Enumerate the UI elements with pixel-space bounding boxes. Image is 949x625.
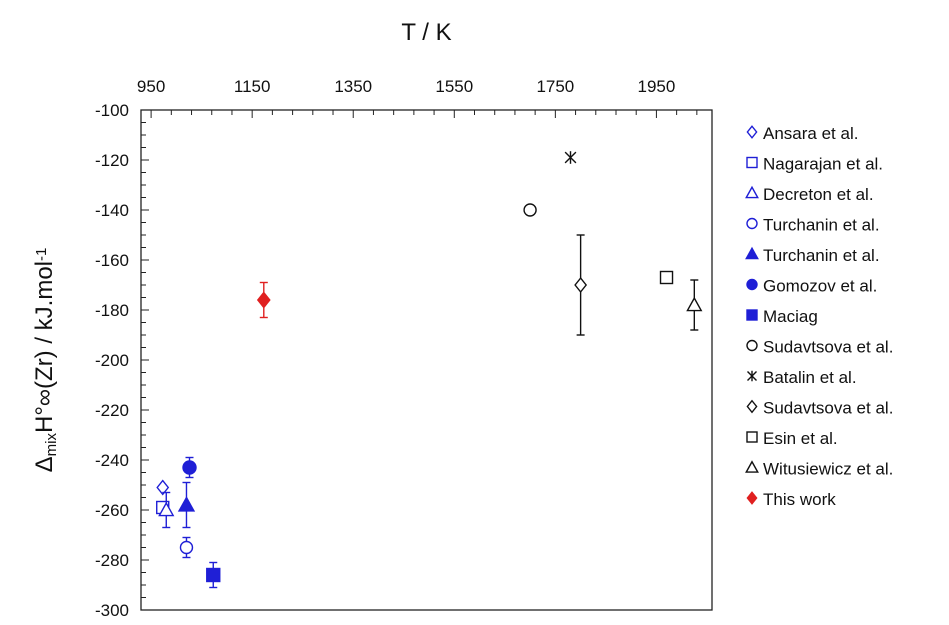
y-tick-label: -280 <box>95 551 129 570</box>
data-point <box>564 151 577 164</box>
x-tick-label: 1350 <box>334 77 372 96</box>
y-axis-ticks: -100 -120 -140 -160 -180 -200 -220 -240 -260 -280… <box>95 101 149 620</box>
y-tick-label: -260 <box>95 501 129 520</box>
legend-label: Sudavtsova et al. <box>763 399 893 418</box>
plot-area <box>140 109 713 611</box>
data-point <box>179 540 194 555</box>
legend-marker <box>747 370 757 382</box>
legend: Ansara et al. Nagarajan et al. Decreton et… <box>745 124 893 509</box>
legend-label: Turchanin et al. <box>763 246 880 265</box>
x-tick-label: 950 <box>137 77 165 96</box>
legend-item: Gomozov et al. <box>746 277 877 296</box>
data-point <box>177 496 196 512</box>
legend-label: Witusiewicz et al. <box>763 460 893 479</box>
legend-item: Decreton et al. <box>745 185 874 204</box>
y-tick-label: -300 <box>95 601 129 620</box>
x-axis-ticks: 950 1150 1350 1550 1750 1950 <box>137 77 698 118</box>
legend-label: This work <box>763 490 836 509</box>
legend-marker <box>746 491 758 505</box>
legend-marker <box>746 156 758 169</box>
legend-label: Decreton et al. <box>763 185 874 204</box>
legend-marker <box>746 339 758 352</box>
legend-item: Sudavtsova et al. <box>746 399 893 418</box>
legend-item: Sudavtsova et al. <box>746 338 893 357</box>
legend-label: Sudavtsova et al. <box>763 338 893 357</box>
legend-label: Turchanin et al. <box>763 216 880 235</box>
data-point <box>182 460 197 475</box>
legend-marker <box>746 278 758 291</box>
legend-marker <box>745 246 759 260</box>
y-tick-label: -240 <box>95 451 129 470</box>
y-tick-label: -220 <box>95 401 129 420</box>
y-tick-label: -140 <box>95 201 129 220</box>
data-point <box>523 203 537 217</box>
legend-marker <box>745 185 759 199</box>
y-tick-label: -120 <box>95 151 129 170</box>
legend-label: Nagarajan et al. <box>763 155 883 174</box>
legend-item: Turchanin et al. <box>746 216 880 235</box>
legend-item: Witusiewicz et al. <box>745 460 893 479</box>
x-tick-label: 1950 <box>638 77 676 96</box>
legend-marker <box>746 431 758 443</box>
y-axis-title: ΔmixH°∞(Zr) / kJ.mol-1 <box>31 248 60 473</box>
x-tick-label: 1150 <box>234 77 271 96</box>
legend-item: Turchanin et al. <box>745 246 880 265</box>
legend-marker <box>746 217 758 230</box>
legend-marker <box>746 399 758 414</box>
legend-item: Esin et al. <box>746 429 838 448</box>
legend-item: Ansara et al. <box>746 124 858 143</box>
x-axis-title: T / K <box>401 19 451 46</box>
data-point <box>156 479 170 496</box>
y-tick-label: -160 <box>95 251 129 270</box>
legend-item: Nagarajan et al. <box>746 155 883 174</box>
legend-label: Batalin et al. <box>763 368 857 387</box>
legend-item: Batalin et al. <box>747 368 857 387</box>
legend-label: Maciag <box>763 307 818 326</box>
data-point <box>659 270 674 285</box>
legend-marker <box>745 460 759 473</box>
data-point <box>206 567 221 583</box>
legend-marker <box>746 125 758 139</box>
data-point <box>256 291 271 309</box>
y-tick-label: -100 <box>95 101 129 120</box>
legend-marker <box>746 309 758 321</box>
data-point <box>574 276 588 294</box>
x-tick-label: 1750 <box>536 77 574 96</box>
legend-item: Maciag <box>746 307 818 326</box>
y-tick-label: -180 <box>95 301 129 320</box>
data-point <box>686 296 703 312</box>
legend-label: Gomozov et al. <box>763 277 877 296</box>
x-tick-label: 1550 <box>435 77 473 96</box>
data-point <box>158 501 175 517</box>
data-points <box>156 151 703 589</box>
legend-item: This work <box>746 490 836 509</box>
y-tick-label: -200 <box>95 351 129 370</box>
legend-label: Esin et al. <box>763 429 838 448</box>
legend-label: Ansara et al. <box>763 124 858 143</box>
